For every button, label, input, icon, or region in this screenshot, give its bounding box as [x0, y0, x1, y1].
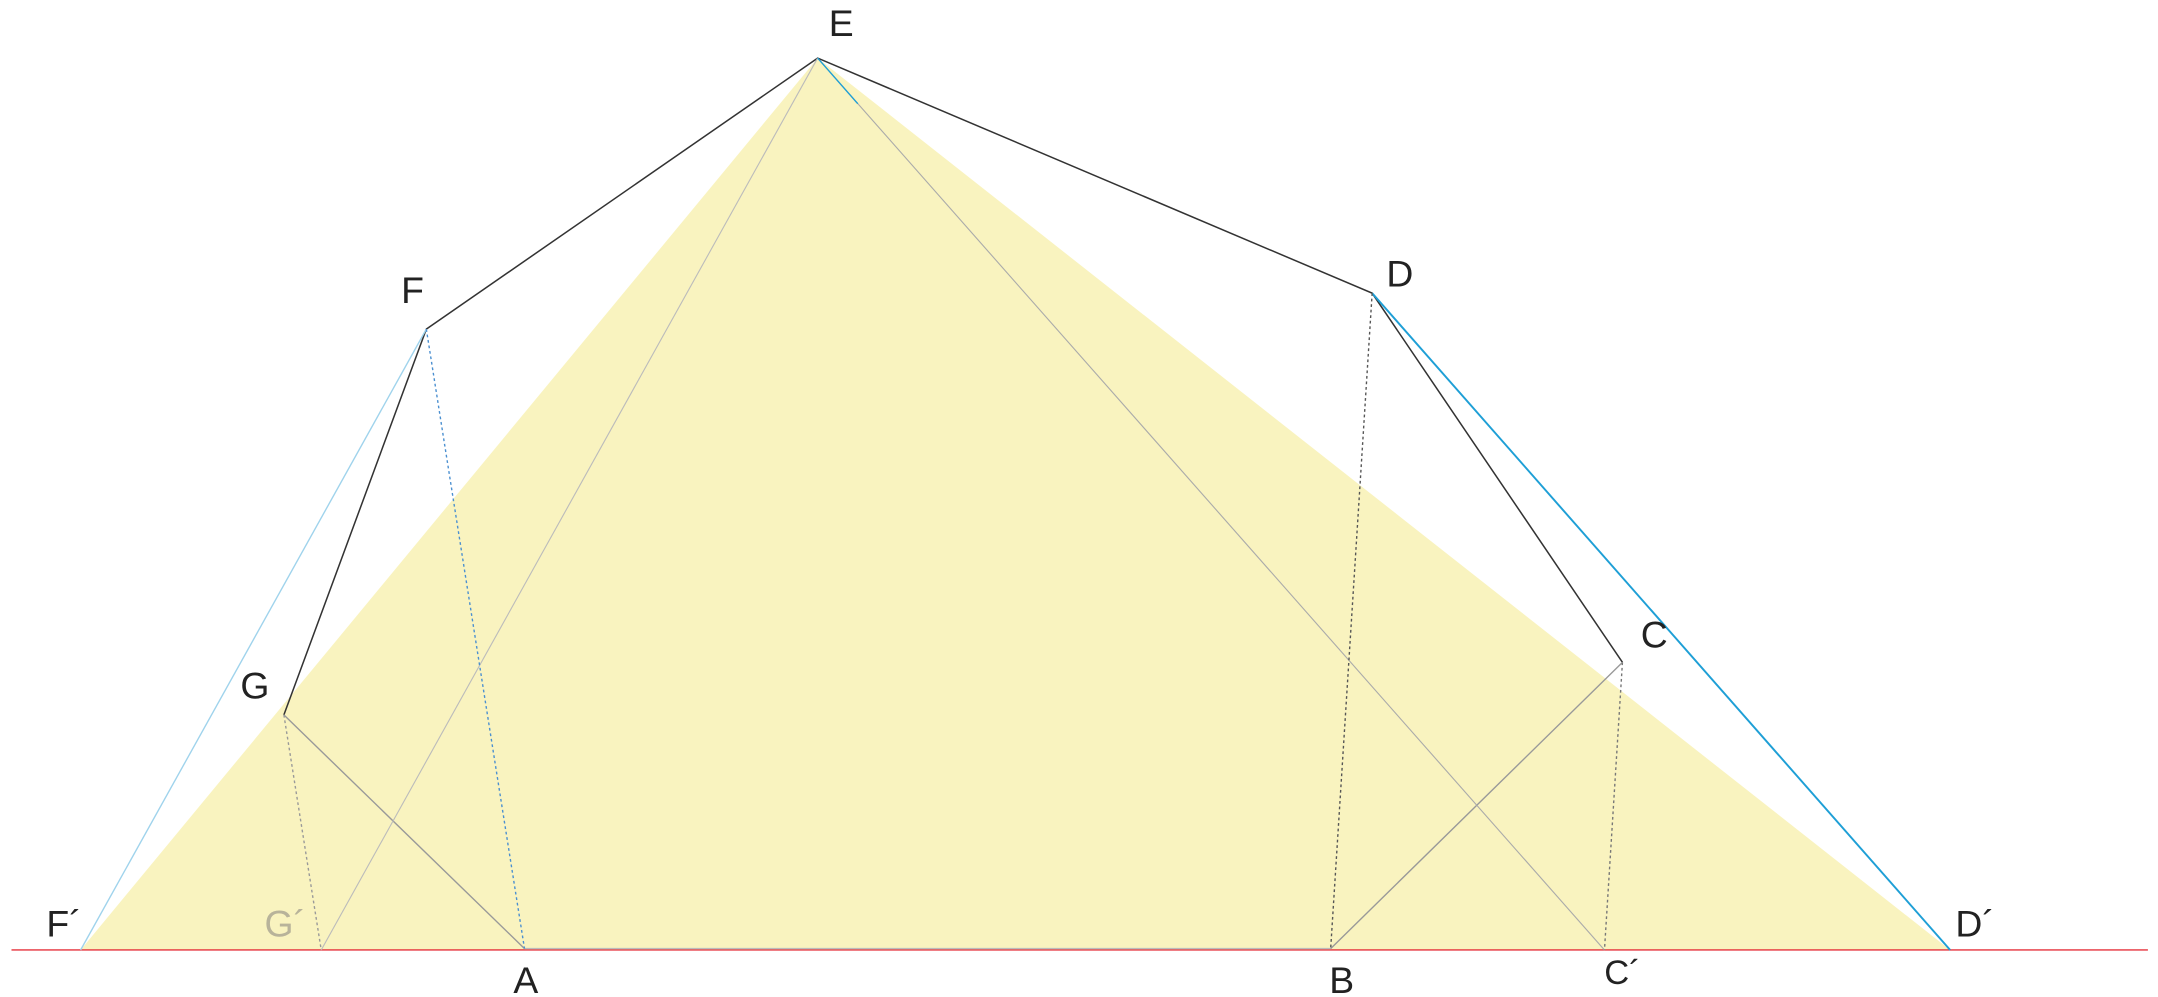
label: F [401, 269, 424, 311]
label: A [513, 959, 538, 997]
triangle [80, 58, 1951, 950]
label: C´ [1604, 954, 1640, 992]
label: G [240, 664, 269, 706]
projection [80, 328, 427, 951]
label: B [1329, 959, 1354, 997]
dotted-line [1329, 293, 1373, 949]
label: C [1641, 613, 1668, 655]
dotted-line [425, 328, 526, 949]
dotted-line [283, 714, 322, 951]
label: G´ [265, 902, 306, 944]
projection [817, 57, 859, 105]
dotted-line [1603, 662, 1624, 951]
label: D´ [1955, 902, 1994, 944]
label: D [1386, 252, 1413, 294]
diagonal [320, 57, 819, 951]
diagonal [817, 57, 1605, 951]
label: F´ [46, 902, 81, 944]
label: E [829, 2, 854, 44]
projection [1371, 292, 1951, 951]
edge-ga [283, 714, 525, 950]
